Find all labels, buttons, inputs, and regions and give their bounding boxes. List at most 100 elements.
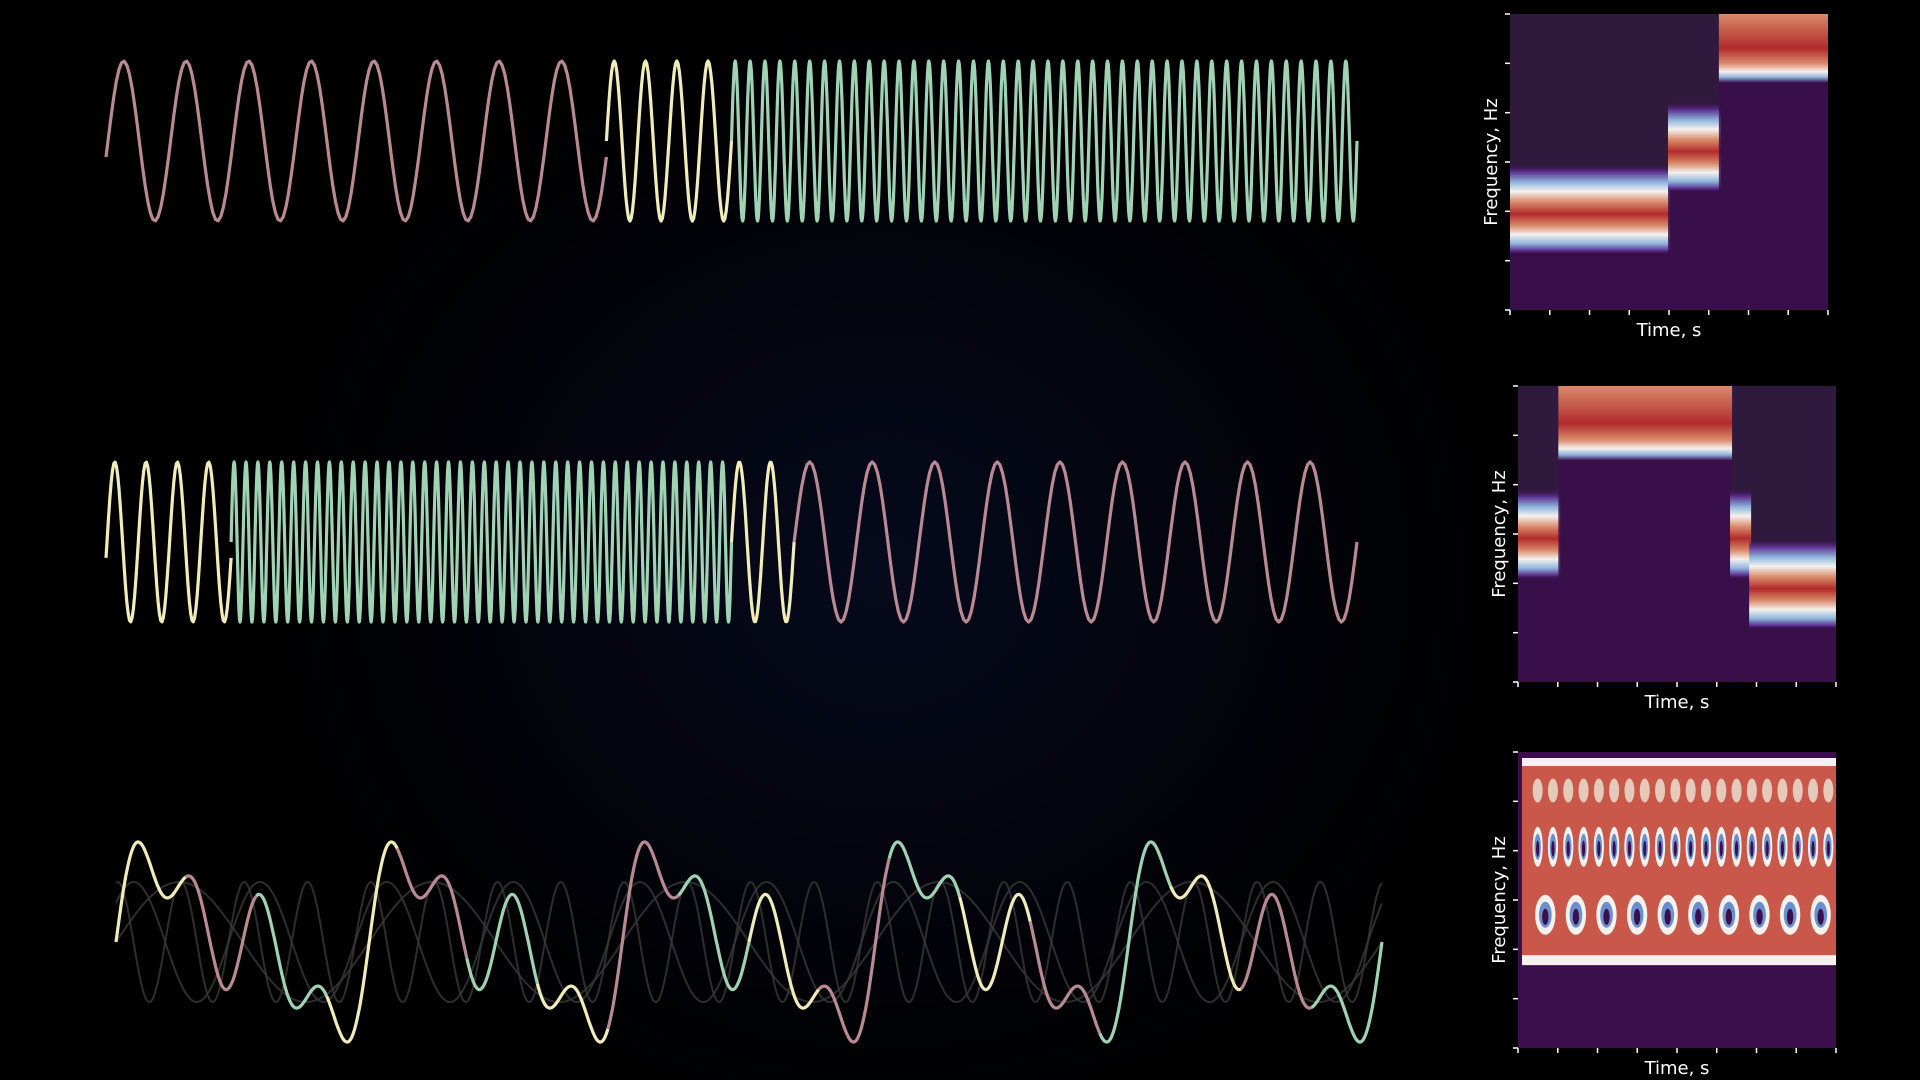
spectrogram-ripple [1542, 908, 1549, 925]
sum-trace-segment [325, 840, 399, 1044]
spectrogram-floor [1749, 623, 1836, 682]
sum-trace-segment [1310, 941, 1384, 1044]
spectrogram-ripple [1695, 908, 1702, 925]
spectrogram-ripple [1551, 840, 1555, 857]
y-axis-label: Frequency, Hz [1489, 470, 1510, 597]
component-trace-3 [115, 880, 1383, 1004]
spectrogram-ripple [1547, 778, 1558, 803]
spectrogram-ripple [1624, 778, 1635, 803]
spectrogram-floor [1558, 460, 1733, 682]
spectrogram-ripple [1597, 840, 1601, 857]
sum-trace-segment [535, 983, 610, 1044]
spectrogram-ripple [1633, 908, 1641, 925]
signal-series-1 [104, 460, 233, 624]
spectrogram-ripple [1612, 840, 1616, 857]
spectrogram-ripple [1808, 778, 1819, 803]
spectrogram-ripple [1780, 840, 1785, 857]
sum-trace-segment [1239, 892, 1313, 1010]
spectrogram-band [1668, 102, 1721, 193]
y-axis-label: Frequency, Hz [1489, 836, 1510, 963]
spectrogram-ripple [1655, 778, 1666, 803]
signal-panel-2 [104, 460, 1359, 624]
signal-series-4 [792, 460, 1359, 624]
sum-trace-segment [958, 892, 1032, 992]
spectrogram-ripple [1762, 778, 1773, 803]
spectrogram-ripple [1658, 840, 1662, 857]
spectrogram-band-edge [1522, 955, 1836, 966]
x-axis-label: Time, s [1636, 320, 1702, 341]
spectrogram-floor [1518, 573, 1561, 682]
spectrogram-band [1749, 539, 1836, 630]
signal-series-2 [229, 460, 734, 624]
spectrogram-ripple [1639, 778, 1650, 803]
sum-trace-segment [395, 847, 469, 959]
x-axis-label: Time, s [1644, 1058, 1710, 1079]
spectrogram-ripple [1796, 840, 1800, 857]
spectrogram-ripple [1563, 778, 1574, 803]
spectrogram-ripple [1826, 840, 1830, 857]
spectrogram-ripple [1532, 778, 1543, 803]
spectrogram-ripple [1786, 908, 1794, 925]
spectrogram-ripple [1716, 778, 1727, 803]
x-axis-label: Time, s [1644, 692, 1710, 713]
sum-trace-segment [747, 892, 820, 1010]
spectrogram-ripple [1725, 908, 1733, 925]
spectrogram-ripple [1689, 840, 1693, 857]
spectrogram-ripple [1817, 908, 1824, 925]
signal-series-2 [604, 59, 734, 223]
spectrogram-ripple [1536, 840, 1540, 857]
spectrogram-ripple [1719, 840, 1723, 857]
spectrogram-ripple [1750, 840, 1754, 857]
sum-trace-segment [817, 858, 891, 1044]
spectrogram-floor [1730, 573, 1752, 682]
sum-trace-segment [677, 874, 751, 992]
sum-trace-segment [606, 840, 680, 1030]
spectrogram-band [1558, 386, 1733, 461]
spectrogram-ripple [1670, 778, 1681, 803]
spectrogram-band [1730, 489, 1752, 579]
spectrogram-ripple [1685, 778, 1696, 803]
signal-panel-1 [104, 59, 1359, 223]
spectrogram-ripple [1566, 840, 1570, 857]
spectrogram-ripple [1603, 908, 1610, 925]
sum-trace-segment [887, 840, 962, 900]
sum-trace-segment [255, 892, 329, 1010]
spectrogram-floor [1668, 186, 1721, 310]
spectrogram-ripple [1811, 840, 1815, 857]
signal-panel-3 [114, 840, 1384, 1044]
spectrogram-panel-3: Time, s Frequency, Hz [1489, 751, 1837, 1079]
spectrogram-band [1718, 14, 1828, 83]
spectrogram-ripple [1593, 778, 1604, 803]
spectrogram-ripple [1673, 840, 1677, 857]
signal-series-1 [104, 59, 608, 223]
spectrogram-ripple [1704, 840, 1708, 857]
signal-series-3 [729, 59, 1359, 223]
spectrogram-ripple [1792, 778, 1803, 803]
spectrogram-panel-1: Time, s Frequency, Hz [1481, 13, 1829, 341]
sum-trace-segment [114, 840, 187, 943]
spectrogram-ripple [1734, 840, 1739, 857]
spectrogram-band-edge [1522, 758, 1836, 766]
spectrogram-band [1518, 489, 1561, 579]
spectrogram-band [1510, 164, 1670, 255]
spectrogram-ripple [1746, 778, 1757, 803]
spectrogram-ripple [1777, 778, 1788, 803]
spectrogram-ripple [1664, 908, 1671, 925]
y-axis-label: Frequency, Hz [1481, 98, 1502, 225]
spectrogram-ripple [1700, 778, 1711, 803]
sum-trace-segment [1098, 840, 1172, 1044]
sum-trace-segment [1028, 921, 1102, 1035]
spectrogram-ripple [1823, 778, 1834, 803]
spectrogram-ripple [1609, 778, 1620, 803]
signal-series-3 [729, 460, 796, 624]
spectrogram-ripple [1581, 840, 1586, 857]
spectrogram-ripple [1756, 908, 1763, 925]
spectrogram-ripple [1765, 840, 1769, 857]
sum-trace-segment [184, 874, 258, 992]
spectrogram-floor [1718, 82, 1828, 310]
spectrogram-ripple [1627, 840, 1632, 857]
spectrogram-floor [1510, 248, 1670, 310]
sum-trace-segment [465, 892, 539, 992]
